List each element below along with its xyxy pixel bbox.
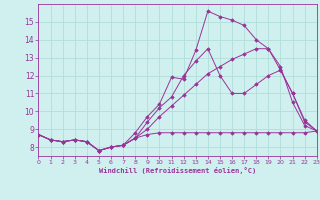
X-axis label: Windchill (Refroidissement éolien,°C): Windchill (Refroidissement éolien,°C) — [99, 167, 256, 174]
